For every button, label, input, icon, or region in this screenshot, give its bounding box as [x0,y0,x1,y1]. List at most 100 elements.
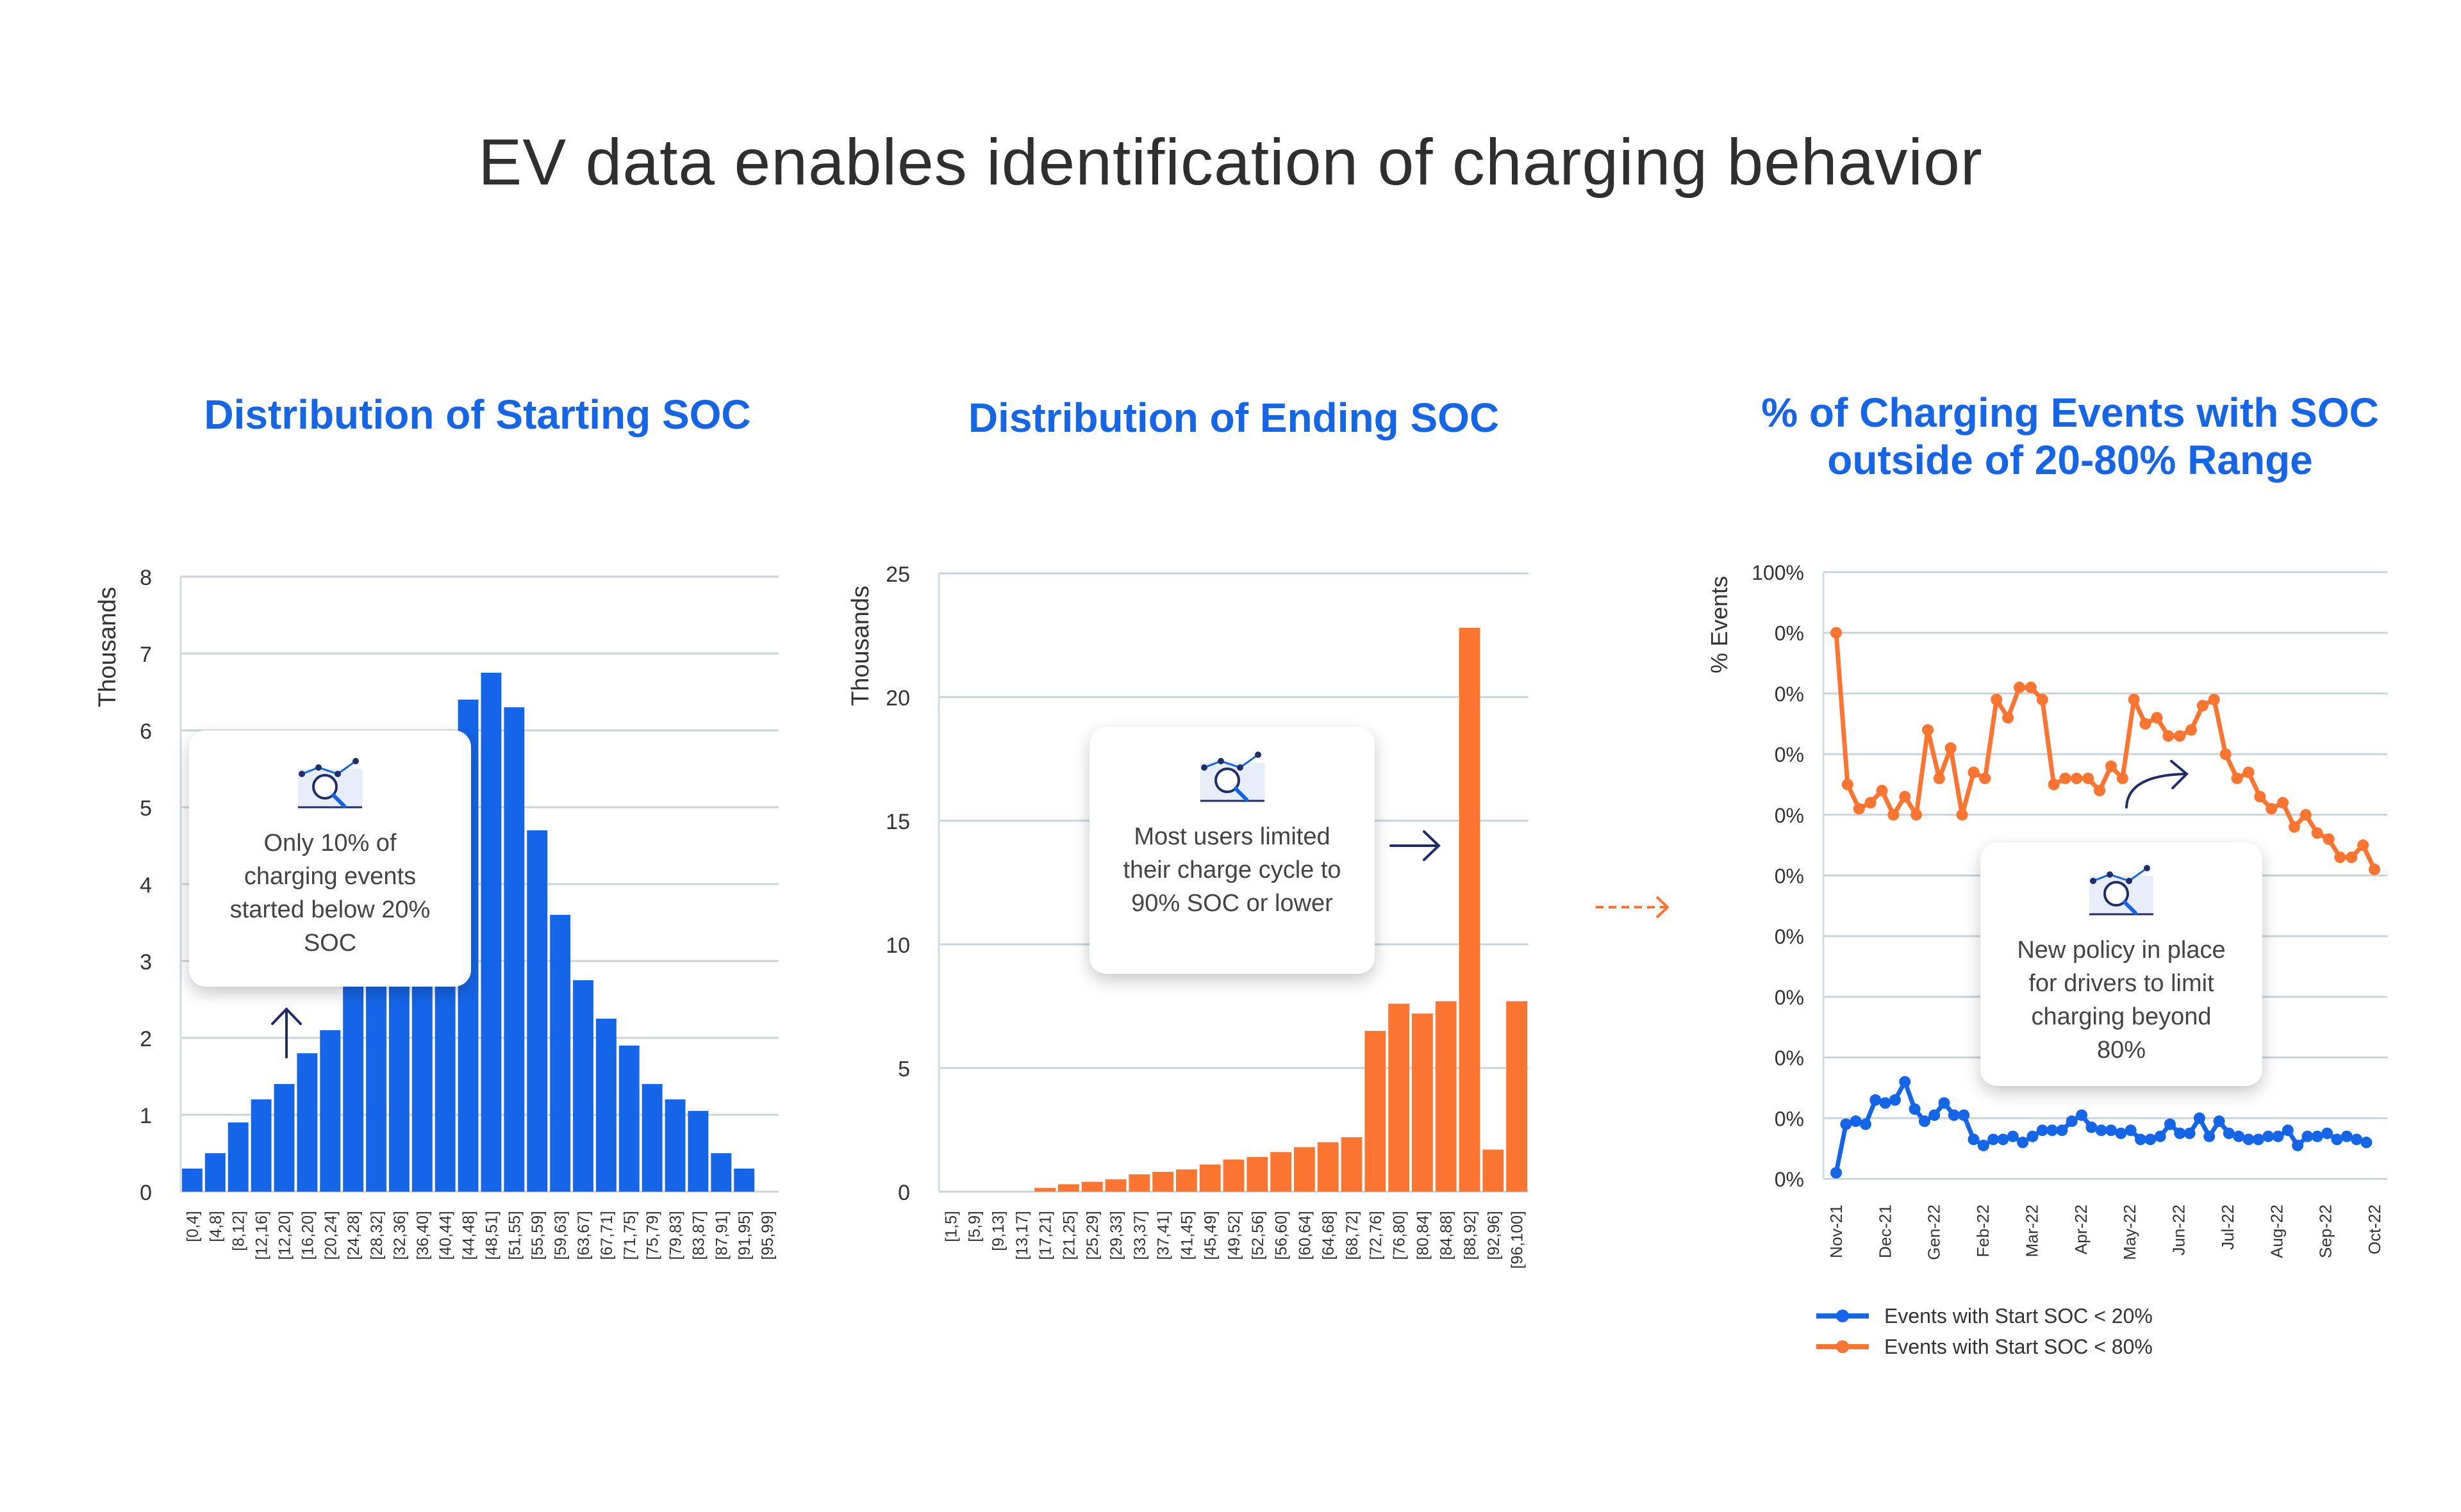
data-point [1991,693,2003,705]
data-point [2185,724,2198,736]
bar [1129,1174,1150,1192]
data-point [2046,1124,2059,1137]
x-tick-label: [67,71] [598,1211,616,1260]
bar [343,976,364,1192]
x-tick-label: [87,91] [713,1211,731,1260]
data-point [2357,839,2369,851]
bar [228,1122,249,1192]
y-tick-label: 10 [886,933,910,958]
bar [1364,1031,1386,1192]
x-tick-label: [9,13] [990,1211,1007,1251]
x-tick-label: Oct-22 [2365,1204,2384,1254]
data-point [1909,1103,1921,1115]
x-tick-label: Apr-22 [2071,1204,2091,1254]
data-point [2369,864,2380,876]
x-tick-label: [28,32] [368,1211,386,1260]
data-point [2272,1130,2284,1142]
bar [1412,1014,1433,1192]
data-point [2242,766,2255,778]
series-line [1834,1079,2367,1174]
x-tick-label: [76,80] [1391,1211,1409,1260]
bar [481,673,502,1192]
x-tick-label: [83,87] [690,1211,708,1260]
ending-ylabel: Thousands [847,586,874,706]
data-point [2231,772,2243,784]
x-tick-label: May-22 [2120,1204,2139,1260]
data-point [1830,627,1842,639]
data-point [2095,1124,2107,1137]
bar [1317,1142,1339,1192]
x-tick-label: [49,52] [1225,1211,1243,1260]
y-tick-label: 0% [1775,743,1804,766]
bar [1081,1181,1103,1192]
data-point [2299,809,2312,821]
x-tick-label: [64,68] [1320,1211,1338,1260]
callout-trend-text: New policy in place for drivers to limit… [2017,937,2226,1064]
x-tick-label: Aug-22 [2267,1204,2286,1258]
data-point [1840,1118,1852,1130]
data-point [2288,821,2300,833]
x-tick-label: [48,51] [483,1211,501,1260]
y-tick-label: 5 [898,1057,910,1081]
data-point [2094,784,2106,796]
callout-trend: New policy in place for drivers to limit… [1980,842,2262,1086]
x-tick-label: Mar-22 [2022,1204,2041,1257]
bar [527,830,548,1192]
data-point [1918,1115,1930,1128]
data-point [2323,833,2335,845]
data-point [2164,1118,2176,1130]
bar [1247,1156,1268,1192]
data-point [2059,772,2071,784]
data-point [2346,851,2358,864]
magnifier-chart-icon [2089,865,2153,916]
y-tick-label: 0 [140,1181,152,1205]
x-tick-label: [1,5] [942,1211,960,1242]
data-point [1968,1133,1980,1146]
x-tick-label: Jul-22 [2218,1204,2237,1250]
bar [1482,1149,1504,1192]
data-point [1864,796,1877,809]
y-tick-label: 20 [886,686,910,711]
bar [274,1084,295,1192]
bar [1034,1188,1056,1192]
legend-item-start-soc-20: Events with Start SOC < 20% [1814,1301,2153,1331]
data-point [2066,1115,2078,1128]
data-point [1921,724,1934,736]
arrow-right-icon [1389,830,1441,861]
data-point [2144,1133,2157,1146]
data-point [2277,796,2289,809]
data-point [2311,827,2323,839]
data-point [2105,1124,2117,1137]
starting-ylabel: Thousands [94,587,121,707]
data-point [2282,1124,2294,1137]
data-point [1899,791,1911,803]
data-point [2036,1124,2048,1137]
data-point [1997,1133,2009,1146]
chart-title-starting: Distribution of Starting SOC [204,391,751,438]
data-point [1887,809,1900,821]
data-point [1979,772,1991,784]
x-tick-label: [21,25] [1060,1211,1078,1260]
data-point [2351,1133,2363,1146]
bar [320,1030,341,1192]
y-tick-label: 100% [1752,561,1804,584]
data-point [2174,1127,2186,1139]
x-tick-label: [41,45] [1178,1211,1196,1260]
x-tick-label: [63,67] [575,1211,593,1260]
data-point [2331,1133,2343,1146]
dashed-arrow-head [1655,896,1670,919]
bar [1506,1001,1527,1192]
y-tick-label: 1 [140,1104,152,1128]
data-point [1956,809,1968,821]
data-point [1977,1139,1989,1151]
data-point [2105,760,2117,773]
bar [1199,1164,1221,1192]
legend-item-start-soc-80: Events with Start SOC < 80% [1814,1331,2153,1362]
legend: Events with Start SOC < 20% Events with … [1814,1301,2153,1362]
x-tick-label: [37,41] [1155,1211,1173,1260]
x-tick-label: [84,88] [1438,1211,1455,1260]
data-point [2266,803,2278,815]
bar [204,1153,226,1192]
x-tick-label: [12,20] [276,1211,294,1260]
y-tick-label: 15 [886,810,910,834]
